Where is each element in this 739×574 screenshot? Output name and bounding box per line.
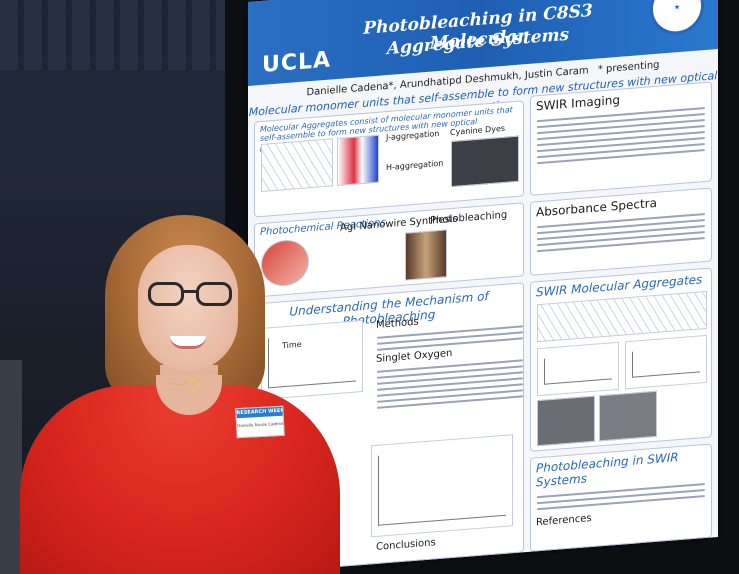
swir-chart-b bbox=[625, 334, 707, 390]
section-molecular-aggregates: Molecular Aggregates consist of molecula… bbox=[254, 100, 524, 218]
presenting-note: * presenting bbox=[597, 59, 660, 76]
tem-image-b bbox=[599, 390, 657, 442]
cuvette-photo bbox=[451, 135, 519, 188]
h-aggregation-label: H-aggregation bbox=[386, 158, 444, 173]
tem-image-a bbox=[537, 395, 595, 447]
vials-photo bbox=[405, 229, 447, 281]
section-photobleaching-swir: Photobleaching in SWIR Systems Reference… bbox=[530, 443, 712, 552]
necklace-chain bbox=[160, 362, 196, 385]
section-swir-imaging: SWIR Imaging bbox=[530, 81, 712, 196]
swir-chart-a bbox=[537, 341, 619, 397]
moon-pendant-icon bbox=[186, 378, 200, 392]
smile bbox=[170, 336, 206, 349]
ucla-logo: UCLA bbox=[262, 47, 332, 78]
conclusions-label: Conclusions bbox=[376, 537, 436, 553]
university-seal-icon: ★ bbox=[650, 0, 704, 37]
presenter-person bbox=[20, 215, 350, 574]
glasses-icon bbox=[148, 282, 232, 308]
red-shirt bbox=[20, 385, 340, 574]
section-absorbance: Absorbance Spectra bbox=[530, 187, 712, 276]
name-badge: RESEARCH WEEK Danielle Nicole Cadena bbox=[235, 405, 285, 439]
energy-diagram bbox=[337, 134, 379, 186]
aggregate-diagram bbox=[261, 138, 333, 192]
kinetics-chart bbox=[371, 434, 513, 538]
face bbox=[138, 245, 238, 371]
section-swir-aggregates: SWIR Molecular Aggregates bbox=[530, 267, 712, 452]
left-edge-object bbox=[0, 360, 22, 574]
